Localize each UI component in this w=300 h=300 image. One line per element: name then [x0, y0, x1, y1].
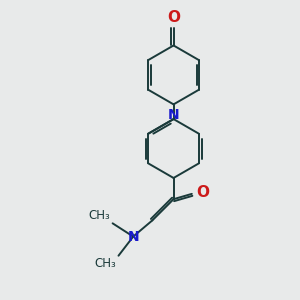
Text: O: O [196, 185, 209, 200]
Text: N: N [168, 108, 179, 122]
Text: N: N [128, 230, 139, 244]
Text: CH₃: CH₃ [94, 257, 116, 270]
Text: O: O [167, 10, 180, 25]
Text: CH₃: CH₃ [88, 209, 110, 222]
